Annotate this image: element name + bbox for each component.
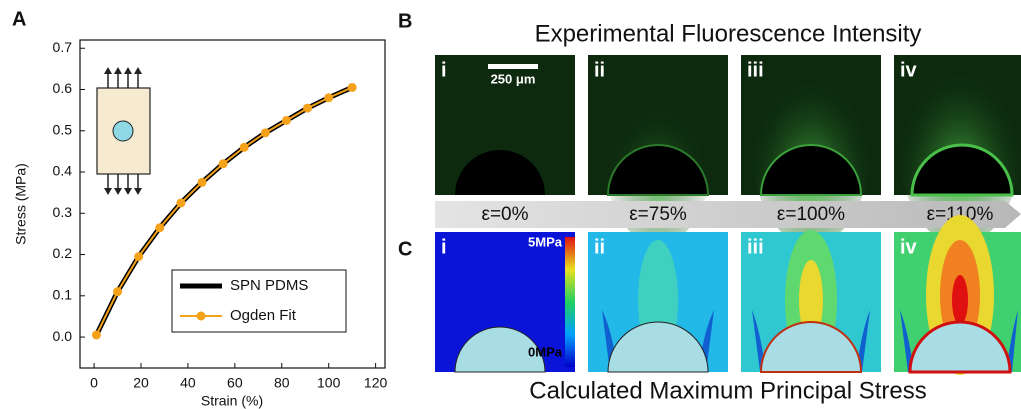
data-point — [91, 330, 101, 340]
legend-label: SPN PDMS — [230, 277, 308, 294]
x-tick-label: 20 — [133, 375, 149, 391]
colorbar-min: 0MPa — [528, 344, 563, 359]
x-tick-label: 0 — [90, 375, 98, 391]
strain-label: ε=100% — [777, 204, 845, 225]
panel-label: A — [12, 8, 26, 30]
y-tick-label: 0.5 — [53, 121, 73, 137]
legend-marker — [196, 311, 206, 321]
image-label: iii — [747, 59, 764, 81]
y-tick-label: 0.4 — [53, 163, 73, 179]
data-point — [113, 287, 123, 297]
data-point — [155, 223, 165, 233]
image-label: ii — [594, 59, 605, 81]
data-point — [218, 159, 228, 169]
data-point — [347, 82, 357, 92]
data-point — [303, 103, 313, 113]
plot-frame — [79, 39, 386, 369]
fluorescence-images — [435, 35, 1021, 245]
strain-label: ε=110% — [927, 204, 994, 225]
strain-label: ε=75% — [629, 204, 687, 225]
x-tick-label: 100 — [317, 375, 341, 391]
image-label: iv — [900, 236, 918, 258]
y-axis-label: Stress (MPa) — [13, 163, 29, 245]
scale-bar-label: 250 μm — [491, 71, 536, 86]
image-label: i — [441, 59, 447, 81]
y-tick-label: 0.0 — [53, 328, 73, 344]
y-tick-label: 0.7 — [53, 39, 73, 55]
legend-label: Ogden Fit — [230, 307, 297, 324]
data-point — [281, 115, 291, 125]
image-label: ii — [594, 236, 605, 258]
data-point — [260, 128, 270, 138]
image-label: i — [441, 236, 447, 258]
y-tick-label: 0.1 — [53, 287, 73, 303]
strain-label: ε=0% — [481, 204, 528, 225]
y-tick-label: 0.2 — [53, 245, 73, 261]
y-tick-label: 0.6 — [53, 80, 73, 96]
x-tick-label: 80 — [274, 375, 290, 391]
y-tick-label: 0.3 — [53, 204, 73, 220]
inset-sketch — [96, 67, 151, 195]
strain-arrow — [435, 201, 1021, 228]
panel-label: B — [398, 10, 412, 32]
x-axis-label: Strain (%) — [201, 393, 263, 409]
x-tick-label: 60 — [227, 375, 243, 391]
stress-maps — [435, 215, 1021, 375]
data-point — [176, 198, 186, 208]
panel-label: C — [398, 238, 412, 260]
legend-box — [171, 269, 347, 333]
x-tick-label: 40 — [180, 375, 196, 391]
panel-title: Experimental Fluorescence Intensity — [535, 20, 922, 47]
data-point — [239, 142, 249, 152]
data-point — [134, 252, 144, 262]
colorbar-max: 5MPa — [528, 234, 563, 249]
x-tick-label: 120 — [364, 375, 388, 391]
image-label: iii — [747, 236, 764, 258]
panel-title: Calculated Maximum Principal Stress — [529, 377, 926, 404]
data-point — [324, 93, 334, 103]
data-point — [197, 177, 207, 187]
image-label: iv — [900, 59, 918, 81]
